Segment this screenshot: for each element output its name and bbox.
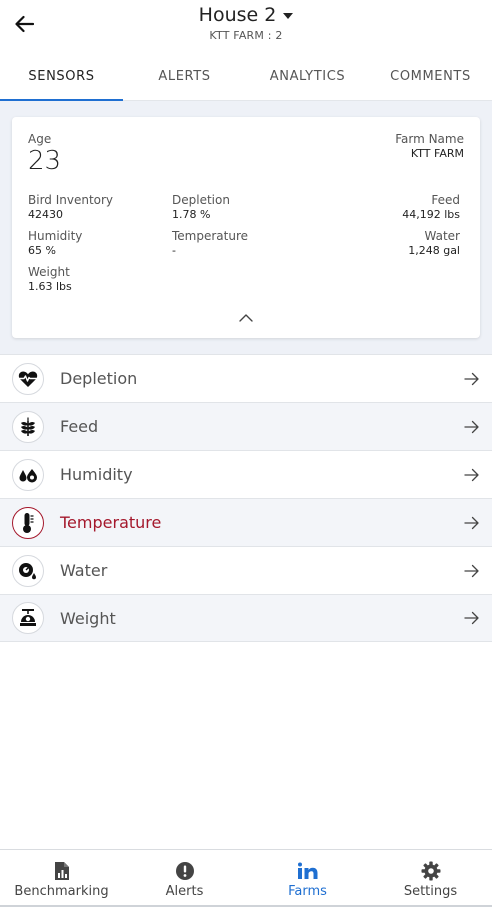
heart-pulse-icon [12,362,44,395]
arrow-left-icon [15,15,34,33]
depletion-field: Depletion 1.78 % [172,193,230,221]
humidity-value: 65 % [28,244,56,257]
feed-field: Feed 44,192 lbs [402,193,460,221]
feed-value: 44,192 lbs [402,208,460,221]
nav-label: Benchmarking [14,884,109,899]
nav-benchmarking[interactable]: Benchmarking [0,850,123,907]
sensor-label: Weight [60,608,116,628]
tab-alerts[interactable]: ALERTS [158,68,211,84]
droplets-icon [12,458,44,491]
house-summary-card: Age 23 Farm Name KTT FARM Bird Inventory… [12,117,480,338]
nav-label: Settings [403,884,458,899]
arrow-right-icon [464,420,479,433]
sensor-row-weight[interactable]: Weight [0,594,492,642]
water-field: Water 1,248 gal [408,229,460,257]
water-label: Water [424,229,460,243]
sensor-row-depletion[interactable]: Depletion [0,354,492,402]
arrow-right-icon [464,611,479,625]
sensor-list: Depletion Feed [0,354,492,642]
water-meter-icon [12,554,44,587]
page-title: House 2 [198,4,277,26]
weight-label: Weight [28,265,70,279]
sensor-row-feed[interactable]: Feed [0,402,492,450]
arrow-right-icon [464,468,479,481]
sensor-label: Feed [60,417,99,436]
nav-label: Farms [288,884,327,899]
nav-label: Alerts [165,884,204,899]
age-field: Age 23 [28,132,61,176]
collapse-chevron-up-icon[interactable] [237,312,255,324]
farms-icon [297,860,319,882]
wheat-icon [12,410,44,443]
depletion-value: 1.78 % [172,208,211,221]
caret-down-icon [283,13,294,19]
title-area: House 2 KTT FARM : 2 [0,4,492,42]
arrow-right-icon [464,564,479,577]
arrow-right-icon [464,372,479,385]
bird-inventory-value: 42430 [28,208,63,221]
house-selector[interactable]: House 2 [199,4,294,26]
farm-name-label: Farm Name [395,132,464,146]
nav-alerts[interactable]: Alerts [123,850,246,907]
bottom-navigation: Benchmarking Alerts Farms [0,849,492,907]
sensor-row-humidity[interactable]: Humidity [0,450,492,498]
temperature-field: Temperature - [172,229,248,257]
feed-label: Feed [431,193,460,207]
alert-circle-icon [174,860,196,882]
sensor-label: Water [60,561,108,580]
age-label: Age [28,132,52,146]
page-subtitle: KTT FARM : 2 [209,29,283,42]
temperature-value: - [172,244,176,257]
nav-farms[interactable]: Farms [246,850,369,907]
farm-name-field: Farm Name KTT FARM [395,132,464,160]
bird-inventory-field: Bird Inventory 42430 [28,193,113,221]
age-value: 23 [28,146,62,176]
weight-value: 1.63 lbs [28,280,72,293]
humidity-field: Humidity 65 % [28,229,82,257]
nav-settings[interactable]: Settings [369,850,492,907]
tab-bar: SENSORS ALERTS ANALYTICS COMMENTS [0,52,492,101]
bird-inventory-label: Bird Inventory [28,193,114,207]
gear-icon [420,860,442,882]
depletion-label: Depletion [172,193,230,207]
app-header: House 2 KTT FARM : 2 [0,0,492,52]
tab-sensors[interactable]: SENSORS [0,52,123,101]
tab-comments[interactable]: COMMENTS [390,68,471,84]
sensor-row-temperature[interactable]: Temperature [0,498,492,546]
scale-icon [12,602,44,634]
summary-section: Age 23 Farm Name KTT FARM Bird Inventory… [0,101,492,354]
temperature-label: Temperature [172,229,249,243]
farm-name-value: KTT FARM [410,147,464,160]
sensor-label: Humidity [60,465,133,484]
sensor-label: Temperature [60,513,162,532]
tab-analytics[interactable]: ANALYTICS [269,68,346,84]
sensor-label: Depletion [60,369,138,388]
weight-field: Weight 1.63 lbs [28,265,72,293]
back-button[interactable] [10,10,38,38]
humidity-label: Humidity [28,229,83,243]
sensor-row-water[interactable]: Water [0,546,492,594]
report-icon [51,860,73,882]
water-value: 1,248 gal [408,244,460,257]
thermometer-icon [12,506,44,539]
arrow-right-icon [464,516,479,529]
